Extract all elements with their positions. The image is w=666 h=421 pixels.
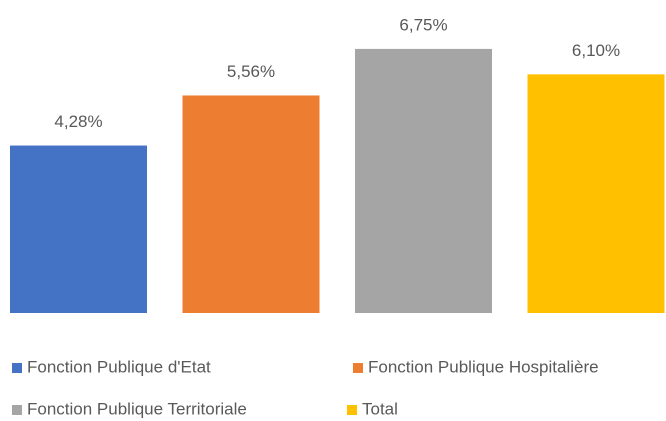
data-label: 6,75% [399,15,447,34]
bar [527,74,665,314]
data-label: 6,10% [572,41,620,60]
legend-label: Fonction Publique d'Etat [27,357,211,376]
legend-label: Fonction Publique Territoriale [27,399,247,418]
bar [10,145,147,313]
legend-label: Fonction Publique Hospitalière [368,357,599,376]
data-label: 4,28% [54,112,102,131]
legend-swatch [353,363,363,373]
legend-swatch [347,405,357,415]
legend-swatch [12,405,22,415]
bar [182,95,320,313]
legend-swatch [12,363,22,373]
bar [355,48,492,313]
legend-label: Total [362,399,398,418]
data-label: 5,56% [227,62,275,81]
